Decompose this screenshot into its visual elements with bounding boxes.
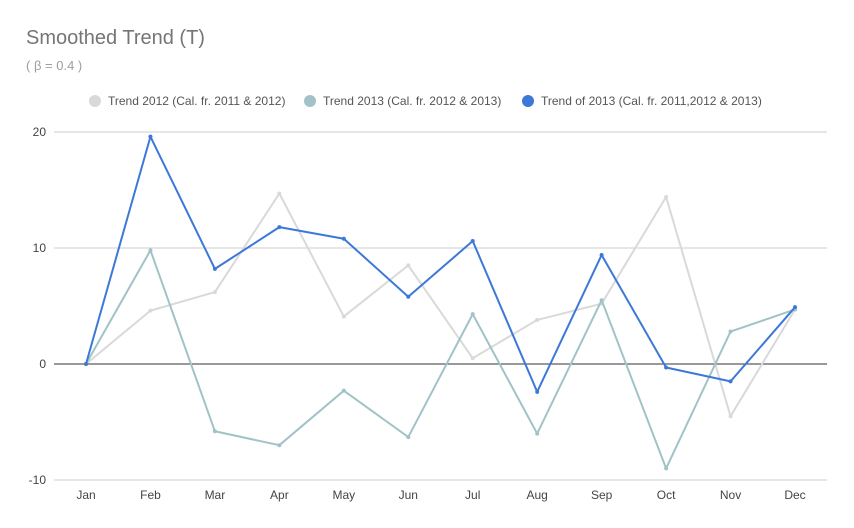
legend-marker [89,95,101,107]
data-point [341,236,346,241]
data-point [470,356,475,361]
y-tick-label: -10 [29,473,47,487]
series-lines [84,134,797,471]
legend-marker [522,95,534,107]
data-point [599,298,604,303]
x-tick-label: Jul [465,488,480,502]
legend-marker [304,95,316,107]
x-tick-label: Oct [657,488,676,502]
y-tick-label: 20 [33,125,47,139]
y-axis-ticks: -10 0 10 20 [29,125,47,487]
x-tick-label: Mar [205,488,226,502]
x-tick-label: Aug [527,488,548,502]
data-point [470,312,475,317]
data-point [212,429,217,434]
legend: Trend 2012 (Cal. fr. 2011 & 2012) Trend 2… [89,94,762,108]
data-point [212,290,217,295]
data-point [277,191,282,196]
data-point [212,266,217,271]
data-point [148,134,153,139]
data-point [277,225,282,230]
data-point [148,248,153,253]
data-point [535,389,540,394]
legend-label: Trend of 2013 (Cal. fr. 2011,2012 & 2013… [541,94,762,108]
gridlines [54,131,827,481]
data-point [535,317,540,322]
data-point [341,388,346,393]
series-line-1 [85,192,796,418]
y-tick-label: 0 [39,357,46,371]
data-point [728,414,733,419]
data-point [148,308,153,313]
data-point [406,435,411,440]
data-point [84,362,88,366]
data-point [728,379,733,384]
chart-subtitle: ( β = 0.4 ) [26,58,83,73]
legend-label: Trend 2012 (Cal. fr. 2011 & 2012) [108,94,285,108]
x-tick-label: Feb [140,488,161,502]
data-point [406,294,411,299]
data-point [664,194,669,199]
x-tick-label: Dec [784,488,805,502]
x-tick-label: May [332,488,355,502]
data-point [535,431,540,436]
data-point [793,305,797,310]
series-line-2 [85,249,796,470]
data-point [599,252,604,257]
x-axis-ticks: Jan Feb Mar Apr May Jun Jul Aug Sep Oct Nov Dec [76,488,805,502]
data-point [277,443,282,448]
x-tick-label: Sep [591,488,613,502]
x-tick-label: Nov [720,488,741,502]
x-tick-label: Jan [76,488,95,502]
data-point [664,466,669,471]
x-tick-label: Apr [270,488,289,502]
x-tick-label: Jun [399,488,418,502]
data-point [470,239,475,244]
chart-title: Smoothed Trend (T) [26,27,205,49]
data-point [341,314,346,319]
data-point [728,329,733,334]
data-point [406,263,411,268]
legend-label: Trend 2013 (Cal. fr. 2012 & 2013) [323,94,501,108]
data-point [664,365,669,370]
y-tick-label: 10 [33,241,47,255]
series-line-3 [85,135,796,393]
